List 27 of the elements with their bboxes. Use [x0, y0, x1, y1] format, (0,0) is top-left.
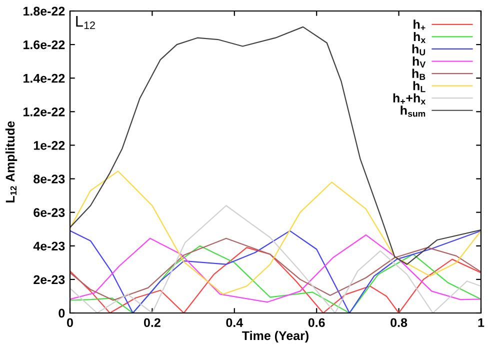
- y-tick-label: 2e-23: [34, 275, 65, 284]
- y-tick-label: 1.8e-22: [24, 6, 65, 16]
- legend-label: h$_{V}$: [412, 56, 426, 68]
- x-tick-label: 0: [67, 318, 73, 328]
- legend-label: h$_{U}$: [412, 44, 426, 56]
- y-axis-title: L$_{12}$ Amplitude: [5, 121, 18, 202]
- y-tick-label: 0: [58, 308, 65, 318]
- x-tick-label: 0.6: [308, 318, 325, 328]
- legend-label: h$_{+}$: [414, 20, 426, 30]
- y-tick-label: 1.4e-22: [24, 74, 65, 83]
- annotation: L$_{12}$: [76, 16, 95, 29]
- x-tick-label: 0.8: [390, 318, 408, 328]
- x-tick-label: 0.2: [144, 318, 160, 328]
- x-tick-label: 1: [478, 318, 484, 327]
- y-tick-label: 1.2e-22: [24, 107, 65, 116]
- x-tick-label: 0.4: [226, 318, 244, 328]
- y-tick-label: 4e-23: [33, 242, 65, 251]
- legend-label: h$_{x}$: [414, 32, 426, 43]
- legend-label: h$_{B}$: [412, 68, 426, 80]
- y-tick-label: 6e-23: [34, 208, 65, 218]
- legend-label: h$_{+}$+h$_{x}$: [393, 93, 426, 104]
- y-tick-label: 8e-23: [34, 174, 65, 184]
- legend-label: h$_{sum}$: [400, 106, 426, 117]
- legend-label: h$_{L}$: [413, 81, 426, 92]
- y-tick-label: 1.6e-22: [24, 40, 65, 50]
- x-axis-title: Time (Year): [242, 330, 308, 343]
- y-tick-label: 1e-22: [34, 141, 65, 150]
